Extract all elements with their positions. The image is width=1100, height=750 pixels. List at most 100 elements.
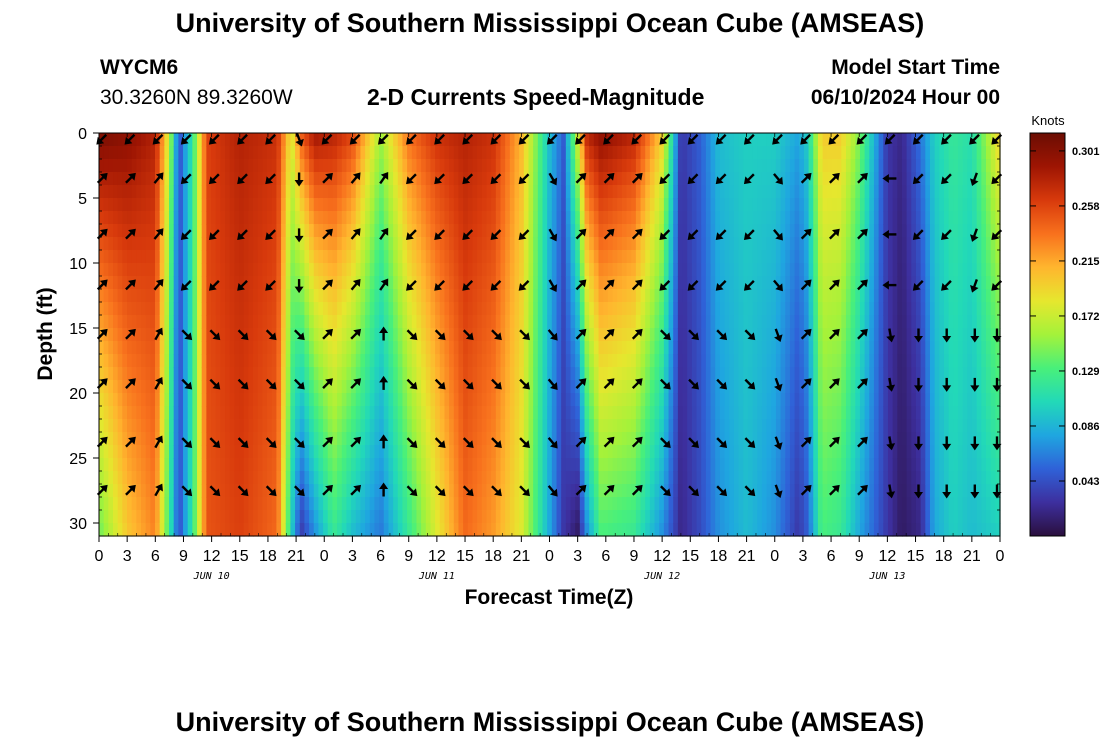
heatmap-cell — [355, 406, 362, 420]
heatmap-cell — [257, 185, 263, 199]
heatmap-cell — [542, 302, 548, 316]
heatmap-cell — [318, 484, 324, 498]
heatmap-cell — [817, 497, 824, 511]
heatmap-cell — [374, 367, 380, 381]
heatmap-cell — [113, 302, 119, 316]
heatmap-cell — [654, 510, 660, 524]
heatmap-cell — [495, 146, 502, 160]
heatmap-cell — [127, 289, 133, 303]
heatmap-cell — [514, 393, 520, 407]
heatmap-cell — [747, 263, 754, 277]
heatmap-cell — [789, 302, 796, 316]
heatmap-cell — [654, 341, 660, 355]
heatmap-cell — [435, 497, 441, 511]
heatmap-cell — [327, 159, 334, 173]
heatmap-cell — [313, 484, 320, 498]
heatmap-cell — [243, 315, 249, 329]
heatmap-cell — [159, 354, 165, 368]
heatmap-cell — [673, 133, 679, 147]
heatmap-cell — [309, 133, 315, 147]
heatmap-cell — [341, 172, 348, 186]
heatmap-cell — [369, 133, 376, 147]
heatmap-cell — [416, 432, 422, 446]
heatmap-cell — [383, 328, 390, 342]
heatmap-cell — [607, 406, 614, 420]
heatmap-cell — [383, 380, 390, 394]
heatmap-cell — [523, 341, 530, 355]
heatmap-cell — [733, 263, 740, 277]
heatmap-cell — [183, 302, 189, 316]
heatmap-cell — [813, 289, 819, 303]
heatmap-cell — [393, 380, 399, 394]
heatmap-cell — [351, 419, 357, 433]
heatmap-cell — [817, 133, 824, 147]
heatmap-cell — [281, 471, 287, 485]
heatmap-cell — [621, 367, 628, 381]
heatmap-cell — [360, 445, 366, 459]
heatmap-cell — [262, 315, 268, 329]
heatmap-cell — [649, 341, 656, 355]
heatmap-cell — [841, 380, 847, 394]
heatmap-cell — [766, 354, 772, 368]
heatmap-cell — [701, 250, 707, 264]
heatmap-cell — [845, 146, 852, 160]
heatmap-cell — [215, 159, 221, 173]
heatmap-cell — [201, 159, 207, 173]
heatmap-cell — [799, 198, 805, 212]
heatmap-cell — [388, 289, 394, 303]
heatmap-cell — [640, 289, 646, 303]
heatmap-cell — [393, 432, 399, 446]
heatmap-cell — [379, 497, 385, 511]
heatmap-cell — [458, 471, 464, 485]
heatmap-cell — [817, 445, 824, 459]
heatmap-cell — [99, 276, 105, 290]
heatmap-cell — [822, 484, 828, 498]
heatmap-cell — [276, 497, 282, 511]
heatmap-cell — [500, 497, 506, 511]
heatmap-cell — [733, 315, 740, 329]
heatmap-cell — [584, 250, 590, 264]
heatmap-cell — [654, 458, 660, 472]
heatmap-cell — [705, 185, 712, 199]
heatmap-cell — [752, 211, 758, 225]
heatmap-cell — [449, 419, 455, 433]
heatmap-cell — [285, 133, 292, 147]
heatmap-cell — [626, 302, 632, 316]
heatmap-cell — [397, 458, 404, 472]
heatmap-cell — [589, 341, 595, 355]
heatmap-cell — [682, 328, 688, 342]
heatmap-cell — [495, 393, 502, 407]
heatmap-cell — [248, 458, 254, 472]
heatmap-cell — [775, 432, 782, 446]
heatmap-cell — [467, 406, 474, 420]
heatmap-cell — [556, 471, 562, 485]
heatmap-cell — [570, 406, 576, 420]
heatmap-cell — [355, 419, 362, 433]
heatmap-cell — [673, 172, 679, 186]
heatmap-cell — [729, 328, 735, 342]
heatmap-cell — [621, 133, 628, 147]
heatmap-cell — [449, 445, 455, 459]
heatmap-cell — [341, 237, 348, 251]
heatmap-cell — [374, 133, 380, 147]
heatmap-cell — [262, 146, 268, 160]
heatmap-cell — [715, 263, 721, 277]
heatmap-cell — [486, 445, 492, 459]
heatmap-cell — [141, 510, 147, 524]
heatmap-cell — [687, 237, 693, 251]
heatmap-cell — [430, 315, 436, 329]
heatmap-cell — [841, 250, 847, 264]
heatmap-cell — [449, 510, 455, 524]
heatmap-cell — [183, 263, 189, 277]
heatmap-cell — [836, 185, 842, 199]
heatmap-cell — [327, 302, 334, 316]
heatmap-cell — [360, 328, 366, 342]
heatmap-cell — [701, 198, 707, 212]
heatmap-cell — [262, 367, 268, 381]
heatmap-cell — [509, 198, 516, 212]
heatmap-cell — [360, 458, 366, 472]
heatmap-cell — [640, 328, 646, 342]
heatmap-cell — [206, 172, 212, 186]
heatmap-cell — [267, 393, 273, 407]
heatmap-cell — [528, 133, 534, 147]
